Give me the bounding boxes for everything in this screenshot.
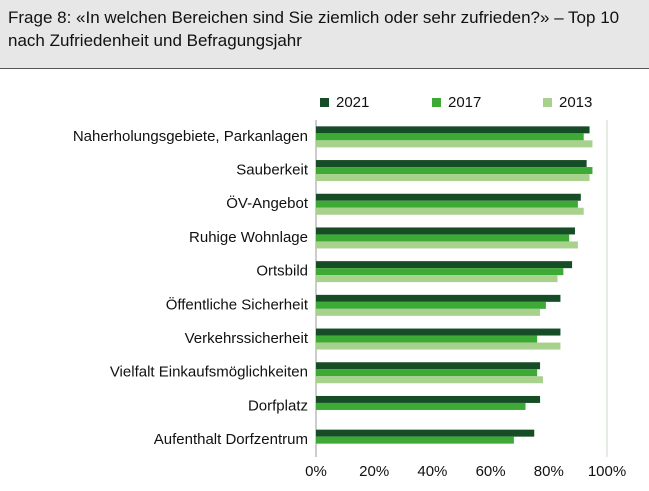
bar	[316, 342, 561, 350]
bar	[316, 140, 593, 148]
chart-title: Frage 8: «In welchen Bereichen sind Sie …	[0, 0, 649, 69]
bar	[316, 402, 526, 410]
bar	[316, 301, 546, 309]
bar	[316, 268, 564, 276]
bar	[316, 328, 561, 336]
y-tick-label: ÖV-Angebot	[226, 194, 309, 212]
legend-label: 2021	[336, 94, 369, 111]
y-tick-label: Öffentliche Sicherheit	[166, 295, 309, 313]
bar	[316, 275, 558, 283]
bar	[316, 376, 543, 384]
x-tick-label: 0%	[305, 463, 327, 480]
bar	[316, 395, 541, 403]
bar	[316, 193, 581, 201]
y-tick-label: Sauberkeit	[236, 162, 309, 179]
bar	[316, 335, 538, 343]
bar	[316, 294, 561, 302]
legend-label: 2013	[559, 94, 592, 111]
bar	[316, 174, 590, 182]
y-tick-label: Ruhige Wohnlage	[189, 229, 308, 246]
bar	[316, 369, 538, 377]
x-tick-label: 80%	[534, 463, 564, 480]
bar	[316, 261, 573, 269]
bar	[316, 429, 535, 437]
x-tick-label: 40%	[417, 463, 447, 480]
legend-swatch	[320, 98, 329, 107]
y-tick-label: Naherholungsgebiete, Parkanlagen	[73, 128, 308, 145]
bar	[316, 160, 587, 168]
bar	[316, 227, 575, 235]
y-tick-label: Vielfalt Einkaufsmöglichkeiten	[110, 364, 308, 381]
bar	[316, 308, 541, 316]
x-tick-label: 60%	[476, 463, 506, 480]
bar	[316, 241, 578, 249]
legend-swatch	[543, 98, 552, 107]
bar	[316, 436, 514, 444]
bar	[316, 167, 593, 175]
legend-swatch	[432, 98, 441, 107]
bar	[316, 126, 590, 134]
y-tick-label: Dorfplatz	[248, 397, 308, 414]
bar	[316, 200, 578, 208]
x-tick-label: 100%	[588, 463, 626, 480]
x-tick-label: 20%	[359, 463, 389, 480]
legend-label: 2017	[448, 94, 481, 111]
y-tick-label: Aufenthalt Dorfzentrum	[154, 431, 308, 448]
y-tick-label: Verkehrssicherheit	[185, 330, 309, 347]
bar	[316, 362, 541, 370]
bar	[316, 207, 584, 215]
y-tick-label: Ortsbild	[256, 263, 308, 280]
bar	[316, 234, 570, 242]
bar	[316, 133, 584, 141]
